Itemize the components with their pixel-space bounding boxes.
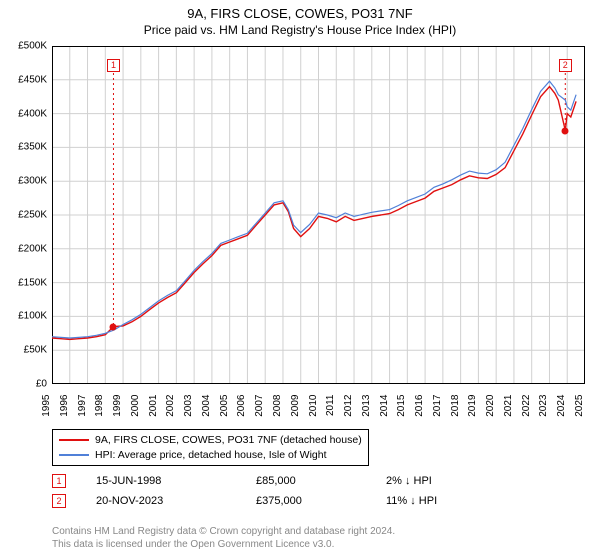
x-tick-label: 2003: [183, 395, 194, 417]
y-tick-label: £450K: [18, 74, 47, 85]
y-tick-label: £150K: [18, 277, 47, 288]
chart-subtitle: Price paid vs. HM Land Registry's House …: [0, 21, 600, 37]
marker-price: £375,000: [256, 495, 386, 507]
marker-delta: 2% ↓ HPI: [386, 475, 516, 487]
y-tick-label: £500K: [18, 41, 47, 52]
chart-title: 9A, FIRS CLOSE, COWES, PO31 7NF: [0, 0, 600, 21]
marker-table: 1 15-JUN-1998£85,0002% ↓ HPI 2 20-NOV-2023£…: [52, 474, 585, 514]
marker-date: 20-NOV-2023: [96, 495, 256, 507]
footer-line2: This data is licensed under the Open Gov…: [52, 539, 395, 552]
marker-badge: 2: [52, 494, 66, 508]
x-tick-label: 1996: [59, 395, 70, 417]
x-tick-label: 2021: [503, 395, 514, 417]
x-tick-label: 2007: [254, 395, 265, 417]
legend-item: 9A, FIRS CLOSE, COWES, PO31 7NF (detache…: [59, 433, 362, 448]
chart-area: £0£50K£100K£150K£200K£250K£300K£350K£400…: [52, 46, 585, 384]
legend-label: 9A, FIRS CLOSE, COWES, PO31 7NF (detache…: [95, 433, 362, 448]
chart-marker-label: 2: [559, 59, 572, 72]
y-tick-label: £50K: [24, 345, 47, 356]
y-tick-label: £400K: [18, 108, 47, 119]
y-tick-label: £250K: [18, 210, 47, 221]
y-tick-label: £100K: [18, 311, 47, 322]
x-tick-label: 2015: [396, 395, 407, 417]
x-tick-label: 2002: [165, 395, 176, 417]
x-tick-label: 2009: [290, 395, 301, 417]
x-tick-label: 2019: [467, 395, 478, 417]
marker-date: 15-JUN-1998: [96, 475, 256, 487]
x-tick-label: 1997: [77, 395, 88, 417]
x-tick-label: 2005: [219, 395, 230, 417]
legend-label: HPI: Average price, detached house, Isle…: [95, 448, 327, 463]
x-tick-label: 2023: [538, 395, 549, 417]
chart-marker-label: 1: [107, 59, 120, 72]
x-tick-label: 2016: [414, 395, 425, 417]
marker-badge: 1: [52, 474, 66, 488]
x-tick-label: 2014: [379, 395, 390, 417]
footer-line1: Contains HM Land Registry data © Crown c…: [52, 526, 395, 539]
x-tick-label: 2006: [236, 395, 247, 417]
marker-delta: 11% ↓ HPI: [386, 495, 516, 507]
x-tick-label: 2018: [450, 395, 461, 417]
marker-table-row: 2 20-NOV-2023£375,00011% ↓ HPI: [52, 494, 585, 508]
x-tick-label: 2017: [432, 395, 443, 417]
chart-marker-dot: [110, 323, 117, 330]
x-tick-label: 2020: [485, 395, 496, 417]
x-tick-label: 2001: [148, 395, 159, 417]
legend-swatch: [59, 439, 89, 441]
marker-price: £85,000: [256, 475, 386, 487]
x-tick-label: 2022: [521, 395, 532, 417]
legend-item: HPI: Average price, detached house, Isle…: [59, 448, 362, 463]
x-tick-label: 2024: [556, 395, 567, 417]
x-tick-label: 2025: [574, 395, 585, 417]
legend-swatch: [59, 454, 89, 456]
x-tick-label: 1995: [41, 395, 52, 417]
chart-svg: [52, 46, 585, 384]
chart-container: 9A, FIRS CLOSE, COWES, PO31 7NF Price pa…: [0, 0, 600, 560]
x-tick-label: 1999: [112, 395, 123, 417]
x-tick-label: 2008: [272, 395, 283, 417]
x-tick-label: 2000: [130, 395, 141, 417]
legend: 9A, FIRS CLOSE, COWES, PO31 7NF (detache…: [52, 429, 369, 466]
y-tick-label: £0: [36, 379, 47, 390]
chart-marker-dot: [562, 127, 569, 134]
y-tick-label: £300K: [18, 176, 47, 187]
x-tick-label: 2011: [325, 395, 336, 417]
y-tick-label: £200K: [18, 243, 47, 254]
x-tick-label: 1998: [94, 395, 105, 417]
marker-table-row: 1 15-JUN-1998£85,0002% ↓ HPI: [52, 474, 585, 488]
x-tick-label: 2012: [343, 395, 354, 417]
x-tick-label: 2004: [201, 395, 212, 417]
x-tick-label: 2010: [308, 395, 319, 417]
y-tick-label: £350K: [18, 142, 47, 153]
footer-attribution: Contains HM Land Registry data © Crown c…: [52, 526, 395, 551]
x-tick-label: 2013: [361, 395, 372, 417]
